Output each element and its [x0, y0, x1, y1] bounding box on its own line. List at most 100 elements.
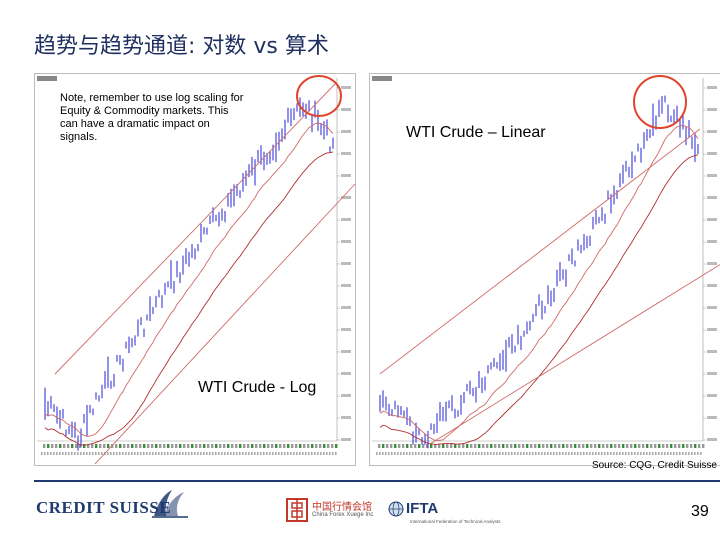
time-tick-label: [486, 444, 489, 448]
axis-tick-label: [707, 284, 717, 287]
footer-glyph: [176, 452, 178, 455]
time-tick-label: [127, 444, 130, 448]
footer-glyph: [469, 452, 471, 455]
time-tick-label: [446, 444, 449, 448]
time-tick-label: [414, 444, 417, 448]
time-tick-label: [131, 444, 134, 448]
footer-glyph: [101, 452, 103, 455]
footer-glyph: [122, 452, 124, 455]
footer-glyph: [640, 452, 642, 455]
time-tick-label: [259, 444, 262, 448]
time-tick-label: [426, 444, 429, 448]
axis-tick-label: [341, 394, 351, 397]
time-tick-label: [418, 444, 421, 448]
footer-glyph: [83, 452, 85, 455]
time-tick-label: [390, 444, 393, 448]
footer-glyph: [95, 452, 97, 455]
time-tick-label: [171, 444, 174, 448]
footer-glyph: [538, 452, 540, 455]
footer-glyph: [445, 452, 447, 455]
time-tick-label: [402, 444, 405, 448]
time-tick-label: [438, 444, 441, 448]
axis-tick-label: [341, 86, 351, 89]
footer-glyph: [490, 452, 492, 455]
footer-glyph: [628, 452, 630, 455]
footer-glyph: [251, 452, 253, 455]
time-tick-label: [47, 444, 50, 448]
axis-tick-label: [341, 416, 351, 419]
time-tick-label: [614, 444, 617, 448]
footer-glyph: [553, 452, 555, 455]
axis-tick-label: [707, 416, 717, 419]
footer-glyph: [128, 452, 130, 455]
time-tick-label: [662, 444, 665, 448]
footer-glyph: [691, 452, 693, 455]
footer-glyph: [454, 452, 456, 455]
footer-glyph: [571, 452, 573, 455]
footer-glyph: [266, 452, 268, 455]
time-tick-label: [231, 444, 234, 448]
time-tick-label: [518, 444, 521, 448]
footer-glyph: [646, 452, 648, 455]
axis-tick-label: [341, 372, 351, 375]
time-tick-label: [75, 444, 78, 448]
footer-glyph: [290, 452, 292, 455]
footer-glyph: [134, 452, 136, 455]
time-tick-label: [474, 444, 477, 448]
time-tick-label: [87, 444, 90, 448]
time-tick-label: [510, 444, 513, 448]
footer-glyph: [140, 452, 142, 455]
time-tick-label: [630, 444, 633, 448]
time-tick-label: [143, 444, 146, 448]
time-tick-label: [279, 444, 282, 448]
axis-tick-label: [341, 306, 351, 309]
footer-glyph: [68, 452, 70, 455]
footer-glyph: [655, 452, 657, 455]
footer-glyph: [65, 452, 67, 455]
axis-tick-label: [341, 262, 351, 265]
footer-glyph: [308, 452, 310, 455]
time-tick-label: [462, 444, 465, 448]
time-tick-label: [386, 444, 389, 448]
time-tick-label: [327, 444, 330, 448]
footer-glyph: [143, 452, 145, 455]
time-tick-label: [618, 444, 621, 448]
footer-glyph: [125, 452, 127, 455]
credit-suisse-logo-text: CREDIT SUISSE: [36, 498, 172, 517]
footer-glyph: [200, 452, 202, 455]
time-tick-label: [454, 444, 457, 448]
time-tick-label: [482, 444, 485, 448]
time-tick-label: [91, 444, 94, 448]
footer-glyph: [661, 452, 663, 455]
footer-glyph: [532, 452, 534, 455]
axis-tick-label: [341, 152, 351, 155]
footer-glyph: [80, 452, 82, 455]
ifta-logo-subtext: International Federation of Technical An…: [410, 519, 501, 524]
footer-glyph: [676, 452, 678, 455]
time-tick-label: [79, 444, 82, 448]
time-tick-label: [211, 444, 214, 448]
time-tick-label: [450, 444, 453, 448]
footer-glyph: [382, 452, 384, 455]
time-tick-label: [502, 444, 505, 448]
time-tick-label: [63, 444, 66, 448]
time-tick-label: [642, 444, 645, 448]
time-tick-label: [558, 444, 561, 448]
footer-glyph: [442, 452, 444, 455]
time-tick-label: [578, 444, 581, 448]
axis-tick-label: [707, 218, 717, 221]
time-tick-label: [123, 444, 126, 448]
footer-glyph: [242, 452, 244, 455]
footer-glyph: [505, 452, 507, 455]
footer-glyph: [631, 452, 633, 455]
time-tick-label: [634, 444, 637, 448]
source-text: Source: CQG, Credit Suisse: [591, 460, 717, 471]
footer-glyph: [424, 452, 426, 455]
time-tick-label: [311, 444, 314, 448]
footer-glyph: [227, 452, 229, 455]
time-tick-label: [398, 444, 401, 448]
china-forex-logo-text: 中国行情会馆: [312, 502, 372, 513]
footer-glyph: [260, 452, 262, 455]
footer-glyph: [272, 452, 274, 455]
footer-glyph: [562, 452, 564, 455]
